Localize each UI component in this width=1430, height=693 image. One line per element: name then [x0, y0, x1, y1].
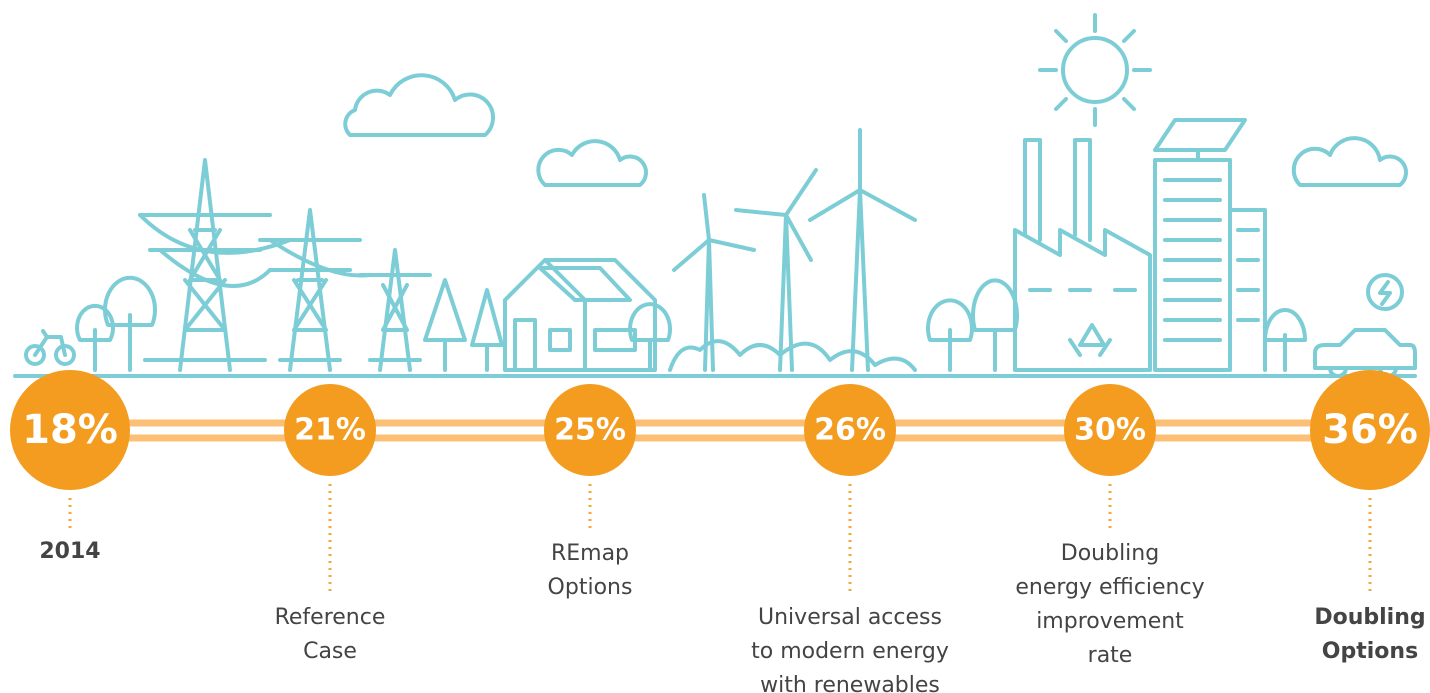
milestone-label: to modern energy [751, 639, 949, 664]
milestone-value: 36% [1322, 407, 1418, 453]
track [70, 423, 1370, 438]
milestone-label: with renewables [760, 673, 940, 693]
milestone-label: Doubling [1061, 541, 1159, 566]
milestone-label: Universal access [758, 605, 942, 630]
milestone-label: 2014 [39, 539, 100, 564]
infographic: 18% 2014 21% Reference Case 25% REmap Options 26… [0, 0, 1430, 693]
skyline [15, 15, 1415, 376]
milestone-value: 25% [554, 413, 626, 448]
milestone-label: Doubling [1314, 605, 1425, 630]
milestone-value: 30% [1074, 413, 1146, 448]
milestones: 18% 2014 21% Reference Case 25% REmap Options 26… [10, 370, 1430, 693]
milestone-label: REmap [551, 541, 629, 566]
milestone-label: rate [1088, 643, 1133, 668]
milestone-label: Options [548, 575, 633, 600]
milestone-value: 18% [22, 407, 118, 453]
milestone-label: Case [303, 639, 357, 664]
milestone-label: Options [1322, 639, 1418, 664]
milestone-value: 26% [814, 413, 886, 448]
milestone-value: 21% [294, 413, 366, 448]
milestone-label: Reference [275, 605, 386, 630]
milestone-label: improvement [1036, 609, 1184, 634]
milestone-label: energy efficiency [1015, 575, 1204, 600]
